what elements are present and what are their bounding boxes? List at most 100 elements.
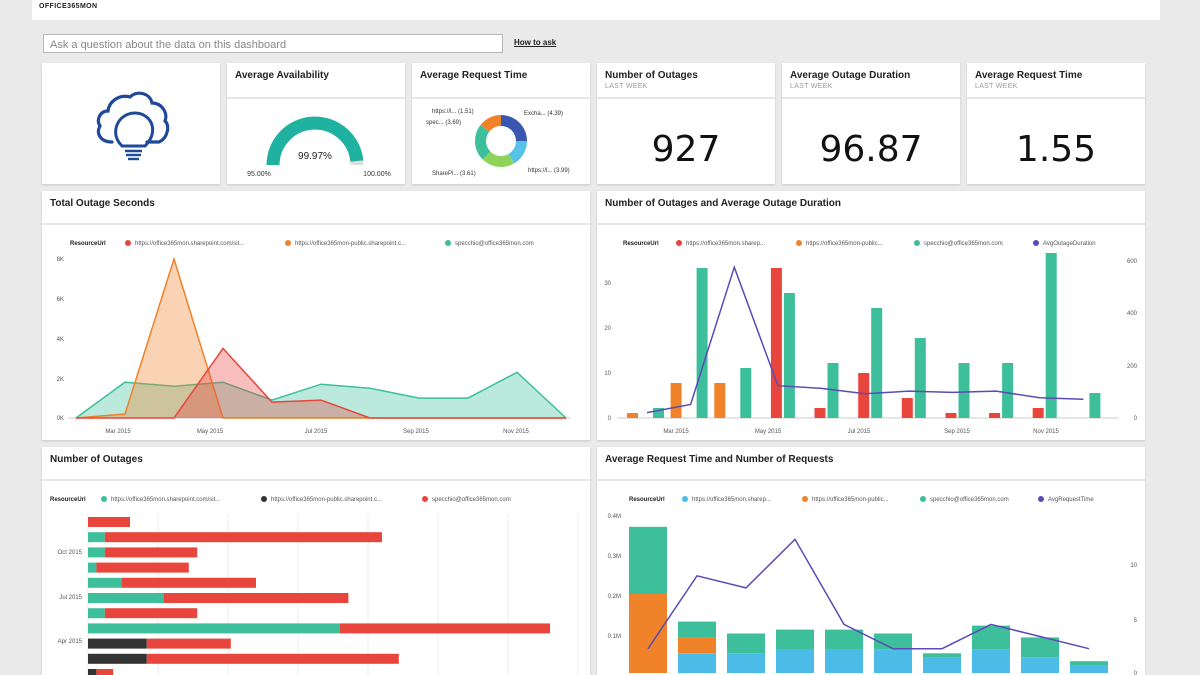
legend-entry: AvgRequestTime — [1048, 497, 1094, 503]
line-series — [647, 538, 1090, 650]
donut-slice — [482, 151, 514, 168]
bar — [958, 363, 970, 418]
chart-title: Number of Outages — [50, 454, 143, 465]
brand-title: OFFICE365MON — [39, 3, 98, 10]
legend-entry: https://office365mon.sharep... — [692, 497, 771, 503]
legend-entry: https://office365mon-public... — [806, 241, 883, 247]
bar — [1021, 657, 1059, 673]
request-time-tile[interactable]: Average Request Time https://l... (1.51)… — [412, 63, 590, 184]
y-tick: 0.2M — [608, 594, 621, 600]
tile-title: Average Availability — [235, 70, 329, 81]
avg-request-kpi-tile[interactable]: Average Request Time LAST WEEK 1.55 — [967, 63, 1145, 184]
donut-slice — [480, 115, 501, 132]
bar — [88, 608, 105, 619]
area-line — [75, 371, 567, 419]
donut-label: https://l... (1.51) — [432, 109, 474, 115]
bar — [825, 629, 863, 650]
logo-tile[interactable] — [42, 63, 220, 184]
bar — [88, 577, 122, 588]
bar — [88, 517, 130, 527]
bar — [776, 629, 814, 650]
tile-subtitle: LAST WEEK — [605, 83, 648, 90]
y2-tick: 10 — [1130, 563, 1137, 569]
area-fill — [76, 259, 566, 418]
tile-title: Average Request Time — [975, 70, 1083, 81]
legend-entry: https://office365mon-public.sharepoint.c… — [271, 497, 382, 503]
gauge-max: 100.00% — [363, 171, 391, 178]
bar — [914, 338, 926, 418]
qa-search-input[interactable]: Ask a question about the data on this da… — [43, 34, 503, 53]
legend-title: ResourceUrl — [629, 497, 665, 503]
bar — [1045, 253, 1057, 418]
total-outage-seconds-tile[interactable]: Total Outage Seconds ResourceUrl https:/… — [42, 191, 590, 440]
y-tick: Apr 2015 — [58, 639, 83, 645]
how-to-ask-link[interactable]: How to ask — [514, 38, 557, 47]
availability-tile[interactable]: Average Availability 99.97% 95.00% 100.0… — [227, 63, 405, 184]
bar — [783, 293, 795, 418]
y-tick: 20 — [604, 326, 611, 332]
x-tick: Nov 2015 — [1033, 429, 1059, 435]
bar — [901, 398, 913, 418]
bar — [146, 653, 399, 664]
tile-title: Number of Outages — [605, 70, 698, 81]
legend-entry: https://office365mon-public.sharepoint.c… — [295, 241, 406, 247]
tile-subtitle: LAST WEEK — [975, 83, 1018, 90]
x-tick: Jul 2015 — [848, 429, 871, 435]
gauge-value: 99.97% — [298, 151, 332, 162]
y-tick: 0 — [608, 416, 612, 422]
y-tick: 2K — [57, 377, 64, 383]
legend-title: ResourceUrl — [623, 241, 659, 247]
cloud-lightbulb-icon — [96, 91, 170, 161]
combo-chart: ResourceUrl https://office365mon.sharep.… — [604, 240, 1138, 435]
x-tick: Mar 2015 — [105, 429, 131, 435]
gauge-fill — [266, 116, 364, 166]
bar — [1002, 363, 1014, 418]
legend-title: ResourceUrl — [70, 241, 106, 247]
legend-entry: https://office365mon.sharep... — [686, 241, 765, 247]
y2-tick: 600 — [1127, 259, 1138, 265]
area-chart: ResourceUrl https://office365mon.sharepo… — [57, 240, 570, 435]
y2-tick: 0 — [1134, 416, 1138, 422]
donut-slice — [501, 115, 527, 141]
legend-entry: specchio@office365mon.com — [930, 497, 1009, 503]
bar — [871, 308, 883, 418]
area-fill — [76, 348, 566, 418]
kpi-value: 96.87 — [819, 129, 923, 170]
bar — [923, 653, 961, 658]
x-tick: Mar 2015 — [663, 429, 689, 435]
legend-entry: https://office365mon.sharepoint.com/sit.… — [111, 497, 221, 503]
bar — [653, 408, 664, 418]
bar — [678, 637, 716, 654]
bar — [670, 383, 682, 418]
request-time-requests-tile[interactable]: Average Request Time and Number of Reque… — [597, 447, 1145, 675]
horizontal-bar-chart: ResourceUrl https://office365mon.sharepo… — [50, 496, 579, 675]
bar — [627, 413, 638, 418]
donut-label: https://l... (3.99) — [528, 168, 570, 174]
bar — [163, 593, 349, 603]
bar — [874, 633, 912, 650]
donut-slice — [508, 141, 527, 164]
bar — [629, 526, 667, 594]
y-tick: 0.3M — [608, 554, 621, 560]
y-tick: 0K — [57, 416, 64, 422]
outages-kpi-tile[interactable]: Number of Outages LAST WEEK 927 — [597, 63, 775, 184]
chart-title: Average Request Time and Number of Reque… — [605, 454, 834, 465]
bar — [88, 623, 340, 634]
bar — [104, 532, 383, 543]
x-tick: Sep 2015 — [403, 429, 429, 435]
tile-title: Average Outage Duration — [790, 70, 911, 81]
legend-entry: https://office365mon-public... — [812, 497, 889, 503]
bar — [678, 621, 716, 638]
chart-title: Total Outage Seconds — [50, 198, 155, 209]
number-of-outages-tile[interactable]: Number of Outages ResourceUrl https://of… — [42, 447, 590, 675]
legend-entry: AvgOutageDuration — [1043, 241, 1096, 247]
x-tick: Nov 2015 — [503, 429, 529, 435]
chart-title: Number of Outages and Average Outage Dur… — [605, 198, 841, 209]
bar — [104, 608, 198, 619]
y-tick: 10 — [604, 371, 611, 377]
kpi-value: 927 — [651, 129, 721, 170]
y-tick: 0.1M — [608, 634, 621, 640]
outage-duration-kpi-tile[interactable]: Average Outage Duration LAST WEEK 96.87 — [782, 63, 960, 184]
outages-duration-tile[interactable]: Number of Outages and Average Outage Dur… — [597, 191, 1145, 440]
bar — [740, 368, 752, 418]
